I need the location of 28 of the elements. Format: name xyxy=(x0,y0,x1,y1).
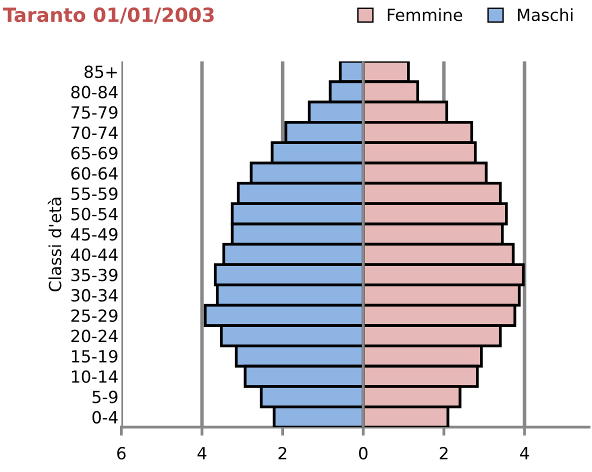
x-tick-label: 2 xyxy=(278,446,286,460)
x-tick-label: 2 xyxy=(440,446,448,460)
y-tick-label: 85+ xyxy=(84,65,117,78)
y-tick-label: 30-34 xyxy=(71,289,118,302)
y-tick-label: 5-9 xyxy=(92,390,118,404)
x-tick-label: 6 xyxy=(117,446,126,460)
x-tick-label: 4 xyxy=(520,447,529,460)
y-tick-label: 45-49 xyxy=(70,228,118,241)
y-tick-label: 75-79 xyxy=(72,106,118,119)
y-axis-title: Classi d'età xyxy=(48,198,62,292)
y-tick-label: 70-74 xyxy=(72,126,118,140)
chart-title: Taranto 01/01/2003 xyxy=(3,7,214,24)
y-tick-label: 15-19 xyxy=(72,350,118,363)
y-tick-label: 25-29 xyxy=(71,309,118,322)
legend-label: Femmine xyxy=(388,8,462,22)
y-tick-label: 35-39 xyxy=(71,268,118,282)
legend-label: Maschi xyxy=(518,8,572,22)
x-tick-label: 4 xyxy=(198,447,206,460)
y-tick-label: 60-64 xyxy=(71,167,118,180)
y-tick-label: 50-54 xyxy=(71,208,118,220)
y-tick-label: 0-4 xyxy=(92,410,118,424)
y-tick-label: 40-44 xyxy=(70,248,118,261)
y-tick-label: 20-24 xyxy=(71,330,118,342)
y-tick-label: 10-14 xyxy=(72,370,118,383)
y-tick-label: 80-84 xyxy=(71,86,118,98)
y-tick-label: 55-59 xyxy=(71,187,118,200)
x-tick-label: 0 xyxy=(359,446,368,460)
y-tick-label: 65-69 xyxy=(71,146,118,160)
